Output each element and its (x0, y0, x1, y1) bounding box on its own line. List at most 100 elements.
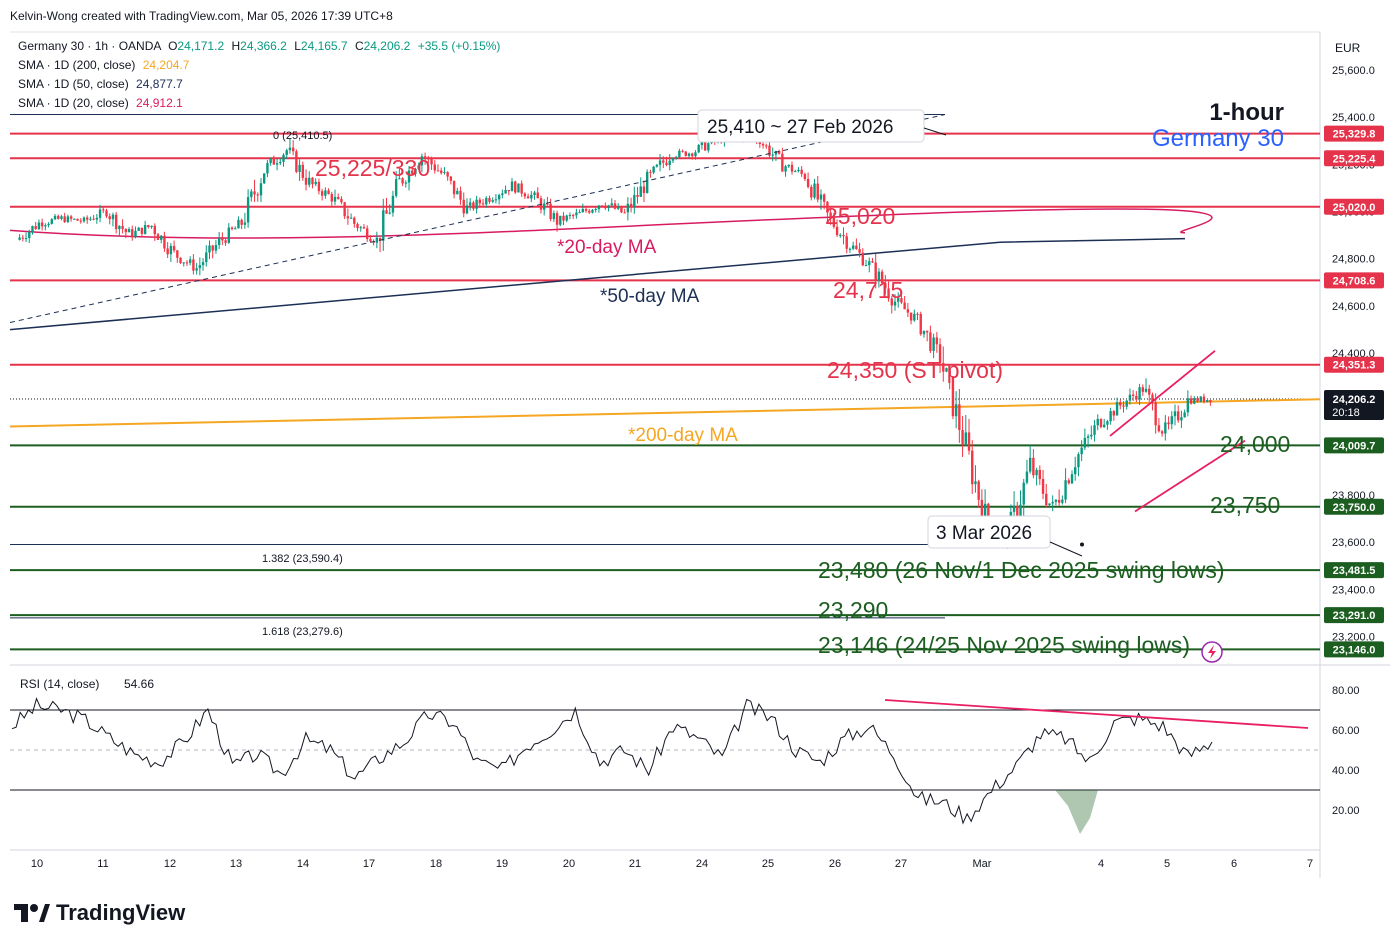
symbol-legend[interactable]: Germany 30 · 1h · OANDA O24,171.2 H24,36… (18, 39, 500, 53)
candle-body (407, 170, 411, 183)
candle-body (935, 337, 939, 345)
time-axis-label: 20 (563, 858, 575, 870)
candle-body (472, 202, 475, 209)
candle-body (845, 236, 848, 249)
candle-body (761, 143, 765, 146)
candle-body (295, 151, 298, 172)
candle-body (182, 262, 185, 264)
time-axis-label: 19 (496, 858, 508, 870)
candle-body (629, 203, 633, 208)
candle-body (1157, 425, 1161, 432)
candle-body (922, 330, 926, 335)
candle-body (1205, 400, 1209, 402)
high-callout-box (697, 109, 925, 143)
level-tag-label: 24,009.7 (1333, 440, 1376, 452)
candle-body (797, 169, 800, 172)
candle-body (92, 218, 95, 220)
candle-body (958, 404, 961, 430)
sma20-value: 24,912.1 (136, 96, 183, 110)
candle-body (893, 301, 897, 306)
candle-body (475, 199, 478, 209)
annotation-23480: 23,480 (26 Nov/1 Dec 2025 swing lows) (818, 557, 1225, 583)
candle-body (237, 219, 240, 229)
rsi-axis-label: 20.00 (1332, 805, 1360, 817)
candle-body (974, 481, 977, 485)
candle-body (375, 237, 379, 243)
candle-body (160, 235, 163, 240)
candle-body (185, 262, 189, 264)
candle-body (1067, 480, 1070, 484)
candle-body (777, 150, 781, 154)
candle-body (1122, 405, 1125, 407)
candle-body (826, 201, 829, 213)
candle-body (1012, 505, 1016, 512)
candle-body (842, 234, 845, 237)
candle-body (176, 250, 179, 258)
tradingview-logo[interactable]: TradingView (12, 900, 185, 926)
candle-body (411, 170, 414, 174)
candle-body (147, 225, 150, 228)
low-callout: 3 Mar 2026 (936, 523, 1032, 544)
price-series (18, 131, 1212, 549)
sma20-legend[interactable]: SMA · 1D (20, close) 24,912.1 (18, 96, 183, 110)
candle-body (900, 298, 903, 303)
candle-body (925, 330, 929, 333)
candle-body (835, 226, 839, 236)
sma20-line (9, 208, 1213, 239)
candle-body (1045, 493, 1048, 505)
level-tag-label: 23,291.0 (1333, 610, 1376, 622)
candle-body (85, 217, 89, 220)
sma200-legend[interactable]: SMA · 1D (200, close) 24,204.7 (18, 58, 189, 72)
candle-body (1180, 417, 1183, 421)
candle-body (137, 227, 140, 231)
candle-body (945, 368, 948, 372)
candle-body (597, 205, 601, 210)
candle-body (31, 226, 34, 232)
rsi-legend: RSI (14, close) (20, 677, 99, 691)
candle-body (916, 313, 919, 315)
candle-body (423, 156, 427, 159)
candle-body (497, 195, 501, 200)
candle-body (707, 143, 710, 151)
annotation-25020: 25,020 (825, 203, 895, 229)
candle-body (259, 183, 263, 196)
candle-body (1102, 424, 1106, 428)
candle-body (642, 186, 646, 194)
level-tag-label: 25,020.0 (1333, 202, 1376, 214)
candle-body (1096, 418, 1099, 426)
candle-body (514, 181, 517, 193)
candle-body (822, 194, 826, 202)
time-axis-label: 14 (297, 858, 309, 870)
candle-body (697, 145, 700, 153)
candle-body (391, 195, 395, 213)
candle-body (365, 228, 369, 240)
candle-body (877, 271, 881, 281)
candle-body (855, 245, 858, 250)
candle-body (533, 192, 536, 195)
candle-body (633, 195, 636, 208)
candle-body (694, 152, 697, 157)
candle-body (504, 190, 507, 194)
candle-body (1115, 402, 1119, 416)
sma50-legend[interactable]: SMA · 1D (50, close) 24,877.7 (18, 77, 183, 91)
candle-body (449, 176, 453, 181)
candle-body (346, 216, 350, 219)
rsi-axis-label: 60.00 (1332, 725, 1360, 737)
candle-body (198, 265, 202, 269)
candle-body (964, 432, 967, 445)
candle-body (388, 212, 391, 214)
time-axis-label: 25 (762, 858, 774, 870)
sma50-label: SMA · 1D (50, close) (18, 77, 129, 91)
candle-body (1080, 447, 1083, 455)
candle-body (1109, 411, 1112, 422)
candle-body (703, 142, 707, 151)
candle-body (909, 312, 913, 321)
candle-body (221, 238, 224, 241)
candle-body (887, 288, 890, 299)
candle-body (906, 309, 910, 313)
candle-body (1144, 388, 1148, 392)
price-axis-label: 23,200.0 (1332, 632, 1375, 644)
candle-body (73, 218, 76, 220)
candle-body (353, 217, 356, 224)
